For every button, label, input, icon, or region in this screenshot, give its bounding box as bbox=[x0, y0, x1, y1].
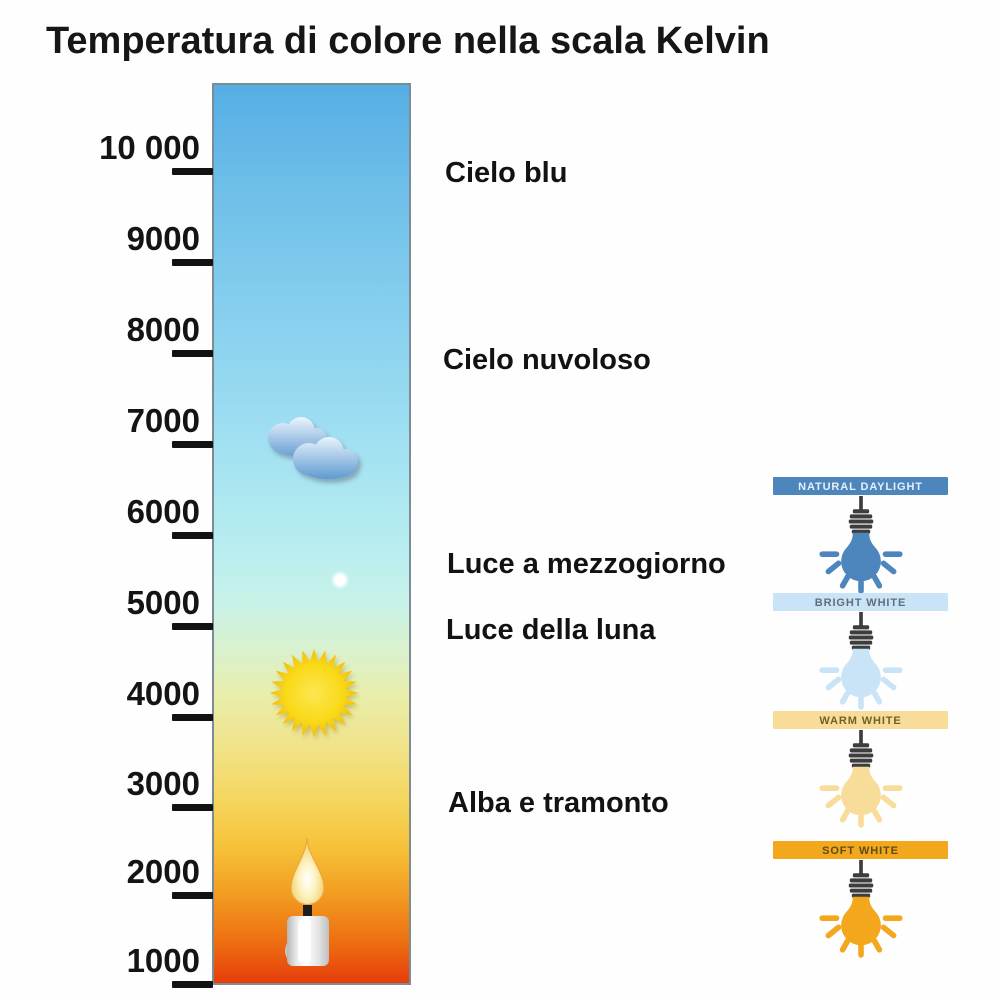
annotation-alba-tramonto: Alba e tramonto bbox=[448, 787, 669, 819]
annotation-luce-luna: Luce della luna bbox=[446, 614, 656, 646]
bulb-banner: NATURAL DAYLIGHT bbox=[773, 477, 948, 495]
kelvin-gradient-bar bbox=[212, 83, 411, 985]
page-title: Temperatura di colore nella scala Kelvin bbox=[46, 20, 770, 62]
bulb-group-natural-daylight: NATURAL DAYLIGHT bbox=[773, 477, 948, 596]
scale-label-4000: 4000 bbox=[126, 675, 200, 712]
clouds-icon bbox=[268, 417, 358, 479]
sun-icon bbox=[269, 648, 359, 738]
lightbulb-icon bbox=[818, 496, 903, 594]
scale-label-5000: 5000 bbox=[126, 584, 200, 621]
candle-highlight bbox=[298, 920, 311, 962]
candle-icon bbox=[285, 837, 329, 966]
scale-label-9000: 9000 bbox=[126, 220, 200, 257]
bulb-group-bright-white: BRIGHT WHITE bbox=[773, 593, 948, 712]
lightbulb-icon bbox=[818, 730, 903, 828]
annotation-cielo-nuvoloso: Cielo nuvoloso bbox=[443, 344, 651, 376]
cloud-front bbox=[293, 437, 358, 479]
scale-tick-2000 bbox=[172, 892, 213, 899]
scale-tick-8000 bbox=[172, 350, 213, 357]
scale-tick-1000 bbox=[172, 981, 213, 988]
scale-label-8000: 8000 bbox=[126, 311, 200, 348]
bulb-banner: SOFT WHITE bbox=[773, 841, 948, 859]
bulb-banner: BRIGHT WHITE bbox=[773, 593, 948, 611]
bulb-group-soft-white: SOFT WHITE bbox=[773, 841, 948, 960]
scale-tick-10000 bbox=[172, 168, 213, 175]
scale-tick-5000 bbox=[172, 623, 213, 630]
scale-label-3000: 3000 bbox=[126, 765, 200, 802]
scale-label-1000: 1000 bbox=[126, 942, 200, 979]
candle-flame bbox=[290, 837, 325, 906]
scale-tick-3000 bbox=[172, 804, 213, 811]
bulb-banner-label: BRIGHT WHITE bbox=[814, 597, 907, 609]
scale-label-7000: 7000 bbox=[126, 402, 200, 439]
bulb-banner-label: NATURAL DAYLIGHT bbox=[798, 481, 923, 493]
scale-label-10000: 10 000 bbox=[99, 129, 200, 166]
scale-label-2000: 2000 bbox=[126, 853, 200, 890]
scale-tick-7000 bbox=[172, 441, 213, 448]
annotation-cielo-blu: Cielo blu bbox=[445, 157, 568, 189]
lightbulb-icon bbox=[818, 612, 903, 710]
scale-tick-4000 bbox=[172, 714, 213, 721]
bulb-banner-label: WARM WHITE bbox=[819, 715, 902, 727]
lightbulb-icon bbox=[818, 860, 903, 958]
moon-icon bbox=[331, 571, 349, 589]
scale-label-6000: 6000 bbox=[126, 493, 200, 530]
annotation-luce-mezzogiorno: Luce a mezzogiorno bbox=[447, 548, 726, 580]
candle-wick bbox=[303, 905, 312, 917]
scale-tick-9000 bbox=[172, 259, 213, 266]
bulb-group-warm-white: WARM WHITE bbox=[773, 711, 948, 830]
bulb-banner: WARM WHITE bbox=[773, 711, 948, 729]
sun-polygon bbox=[269, 648, 359, 738]
bulb-banner-label: SOFT WHITE bbox=[822, 845, 899, 857]
scale-tick-6000 bbox=[172, 532, 213, 539]
